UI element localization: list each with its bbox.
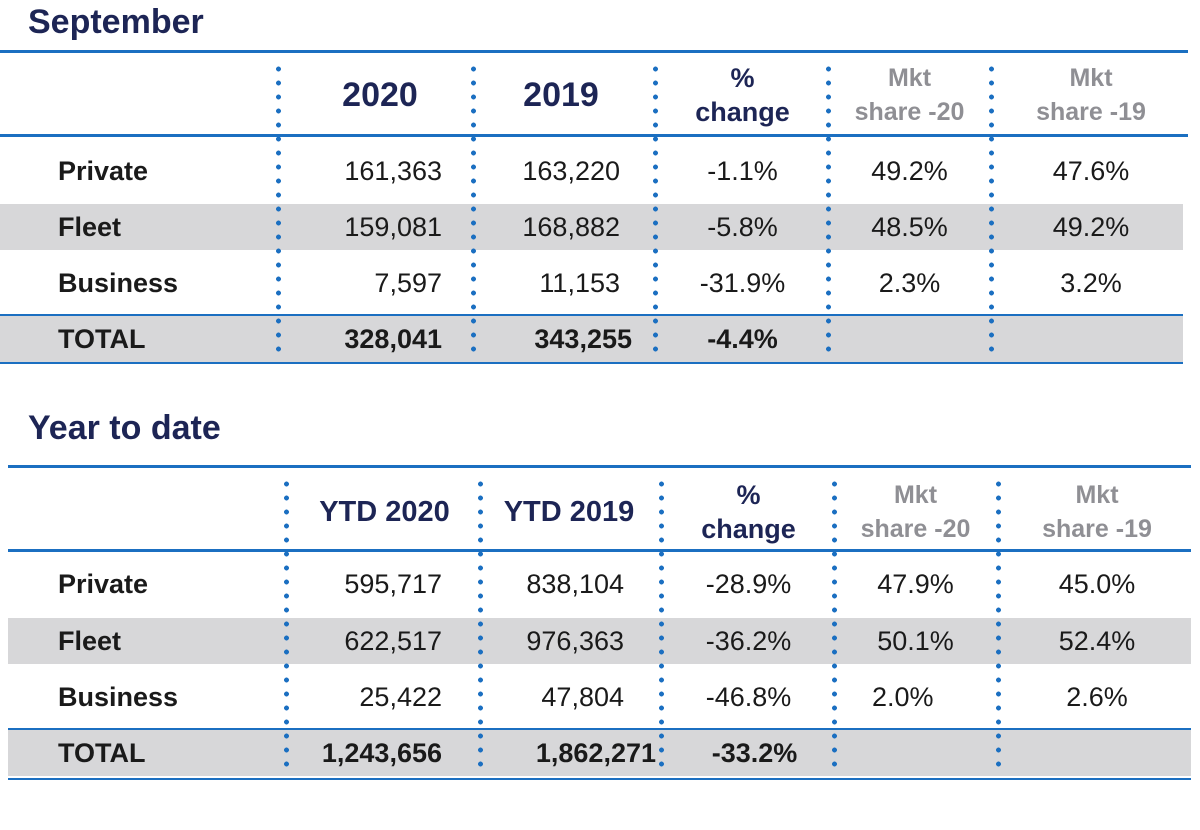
mkt-share-20: 2.0% <box>872 681 934 712</box>
column-divider <box>826 62 831 356</box>
share-label: share -20 <box>860 515 971 543</box>
share-label: share -19 <box>1042 515 1152 543</box>
ytd-title: Year to date <box>28 409 221 447</box>
value-2019: 343,255 <box>534 323 632 354</box>
header-2019: 2019 <box>523 75 599 114</box>
header-mkt-share-20: Mkt share -20 <box>832 60 987 130</box>
row-label: Business <box>58 267 179 298</box>
value-2019: 11,153 <box>539 267 620 298</box>
value-ytd-2019: 976,363 <box>526 625 624 656</box>
mkt-label: Mkt <box>887 64 932 92</box>
column-divider <box>832 477 837 773</box>
pct-symbol: % <box>730 63 755 93</box>
top-rule <box>0 50 1188 53</box>
pct-change: -36.2% <box>705 625 792 656</box>
mkt-share-19: 45.0% <box>1058 568 1136 599</box>
mkt-label: Mkt <box>1069 64 1113 92</box>
total-top-rule <box>0 314 1183 316</box>
pct-change: -5.8% <box>707 211 778 242</box>
value-ytd-2019: 1,862,271 <box>535 737 656 768</box>
table-row-fleet: Fleet 159,081 168,882 -5.8% 48.5% 49.2% <box>0 204 1183 250</box>
mkt-label: Mkt <box>1075 481 1119 509</box>
total-top-rule <box>8 728 1191 730</box>
mkt-share-20: 49.2% <box>871 155 948 186</box>
value-2019: 163,220 <box>522 155 620 186</box>
header-rule <box>8 549 1191 552</box>
september-section: September 2020 2019 % change Mkt share -… <box>0 0 1200 380</box>
column-divider <box>478 477 483 773</box>
value-2020: 161,363 <box>344 155 442 186</box>
pct-change: -46.8% <box>705 681 792 712</box>
value-ytd-2020: 595,717 <box>344 568 442 599</box>
header-pct-change: % change <box>660 60 825 130</box>
header-ytd-2020: YTD 2020 <box>319 495 450 528</box>
header-2020: 2020 <box>342 75 418 114</box>
row-label: Private <box>58 568 149 599</box>
row-label: TOTAL <box>58 737 146 768</box>
pct-change: -4.4% <box>707 323 778 354</box>
pct-change: -33.2% <box>711 737 798 768</box>
value-ytd-2020: 622,517 <box>344 625 442 656</box>
pct-word: change <box>701 514 796 544</box>
value-2020: 328,041 <box>344 323 442 354</box>
column-divider <box>471 62 476 356</box>
column-divider <box>284 477 289 773</box>
table-row-business: Business 7,597 11,153 -31.9% 2.3% 3.2% <box>0 260 1183 306</box>
header-pct-change: % change <box>666 477 831 547</box>
column-divider <box>276 62 281 356</box>
table-row-private: Private 595,717 838,104 -28.9% 47.9% 45.… <box>8 561 1191 607</box>
row-label: Fleet <box>58 625 122 656</box>
table-row-fleet: Fleet 622,517 976,363 -36.2% 50.1% 52.4% <box>8 618 1191 664</box>
pct-word: change <box>695 97 790 127</box>
header-mkt-share-19: Mkt share -19 <box>1002 477 1192 547</box>
value-ytd-2019: 47,804 <box>541 681 624 712</box>
mkt-share-19: 49.2% <box>1052 211 1130 242</box>
pct-symbol: % <box>736 480 761 510</box>
share-label: share -19 <box>1036 98 1146 126</box>
table-row-total: TOTAL 328,041 343,255 -4.4% <box>0 316 1183 362</box>
value-ytd-2020: 25,422 <box>359 681 442 712</box>
value-2020: 159,081 <box>344 211 442 242</box>
header-ytd-2019: YTD 2019 <box>503 495 635 528</box>
header-mkt-share-19: Mkt share -19 <box>996 60 1186 130</box>
pct-change: -1.1% <box>707 155 778 186</box>
column-divider <box>659 477 664 773</box>
header-mkt-share-20: Mkt share -20 <box>838 477 993 547</box>
column-divider <box>996 477 1001 773</box>
ytd-section: Year to date YTD 2020 YTD 2019 % change … <box>0 405 1200 805</box>
mkt-label: Mkt <box>893 481 938 509</box>
mkt-share-20: 48.5% <box>871 211 948 242</box>
mkt-share-19: 3.2% <box>1060 267 1122 298</box>
mkt-share-19: 52.4% <box>1058 625 1136 656</box>
mkt-share-19: 2.6% <box>1066 681 1128 712</box>
row-label: Fleet <box>58 211 122 242</box>
value-ytd-2019: 838,104 <box>526 568 624 599</box>
total-bottom-rule <box>0 362 1183 364</box>
table-row-private: Private 161,363 163,220 -1.1% 49.2% 47.6… <box>0 148 1183 194</box>
value-2019: 168,882 <box>522 211 620 242</box>
pct-change: -31.9% <box>699 267 786 298</box>
table-row-total: TOTAL 1,243,656 1,862,271 -33.2% <box>8 730 1191 776</box>
column-divider <box>989 62 994 356</box>
row-label: Business <box>58 681 179 712</box>
table-row-business: Business 25,422 47,804 -46.8% 2.0% 2.6% <box>8 674 1191 720</box>
pct-change: -28.9% <box>705 568 792 599</box>
value-ytd-2020: 1,243,656 <box>321 737 442 768</box>
top-rule <box>8 465 1191 468</box>
september-title: September <box>28 3 204 41</box>
mkt-share-19: 47.6% <box>1052 155 1130 186</box>
value-2020: 7,597 <box>374 267 442 298</box>
header-rule <box>0 134 1188 137</box>
mkt-share-20: 2.3% <box>878 267 941 298</box>
mkt-share-20: 47.9% <box>877 568 954 599</box>
total-bottom-rule <box>8 778 1191 780</box>
column-divider <box>653 62 658 356</box>
share-label: share -20 <box>854 98 965 126</box>
row-label: Private <box>58 155 149 186</box>
row-label: TOTAL <box>58 323 146 354</box>
mkt-share-20: 50.1% <box>877 625 954 656</box>
